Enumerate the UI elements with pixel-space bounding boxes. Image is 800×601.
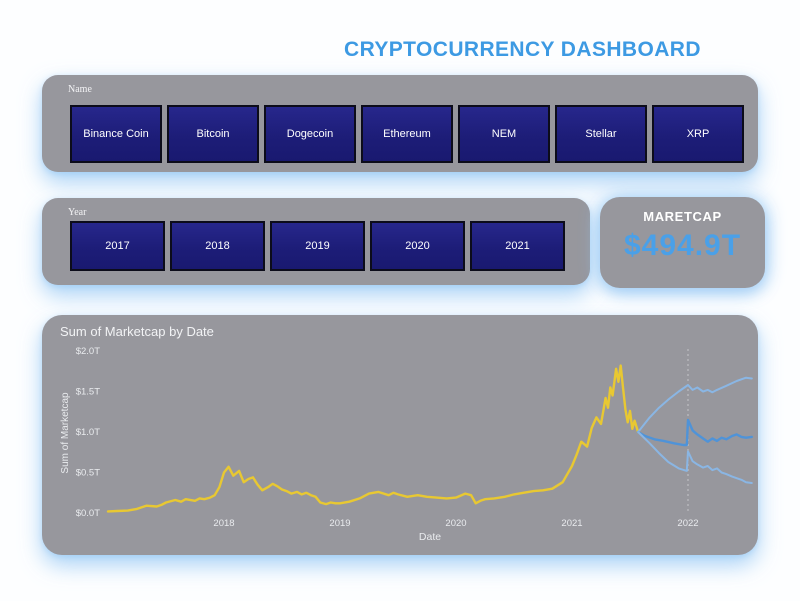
slicer-button-nem[interactable]: NEM (458, 105, 550, 163)
year-slicer-label: Year (68, 207, 87, 218)
series-forecast-lower-bound (637, 431, 753, 484)
slicer-button-2018[interactable]: 2018 (170, 221, 265, 271)
marketcap-chart-panel: Sum of Marketcap by Date $0.0T $0.5T $1.0T… (42, 315, 758, 555)
x-tick-label: 2022 (677, 518, 698, 529)
slicer-button-2017[interactable]: 2017 (70, 221, 165, 271)
series-forecast (636, 418, 753, 447)
series-forecast-upper-bound (637, 376, 753, 433)
series-sum-of-marketcap-actual- (106, 364, 640, 513)
year-slicer-panel: Year 2017 2018 2019 2020 2021 (42, 198, 590, 285)
page-title: CRYPTOCURRENCY DASHBOARD (344, 38, 701, 61)
chart-title: Sum of Marketcap by Date (60, 324, 214, 339)
slicer-button-binance-coin[interactable]: Binance Coin (70, 105, 162, 163)
slicer-button-dogecoin[interactable]: Dogecoin (264, 105, 356, 163)
slicer-button-2020[interactable]: 2020 (370, 221, 465, 271)
slicer-button-stellar[interactable]: Stellar (555, 105, 647, 163)
name-slicer-buttons: Binance Coin Bitcoin Dogecoin Ethereum N… (70, 105, 744, 163)
y-tick-label: $2.0T (76, 346, 100, 357)
name-slicer-panel: Name Binance Coin Bitcoin Dogecoin Ether… (42, 75, 758, 172)
name-slicer-label: Name (68, 84, 92, 95)
y-tick-label: $0.0T (76, 508, 100, 519)
x-axis-title: Date (419, 531, 441, 543)
x-tick-label: 2020 (445, 518, 466, 529)
slicer-button-xrp[interactable]: XRP (652, 105, 744, 163)
y-tick-label: $1.5T (76, 387, 100, 398)
marketcap-line-chart[interactable]: $0.0T $0.5T $1.0T $1.5T $2.0T 2018 2019 2020 202… (42, 315, 758, 555)
y-axis-title: Sum of Marketcap (60, 392, 71, 474)
x-tick-label: 2021 (561, 518, 582, 529)
y-tick-label: $0.5T (76, 468, 100, 479)
year-slicer-buttons: 2017 2018 2019 2020 2021 (70, 221, 565, 271)
marketcap-card-title: MARETCAP (643, 209, 722, 224)
slicer-button-ethereum[interactable]: Ethereum (361, 105, 453, 163)
x-tick-label: 2018 (213, 518, 234, 529)
slicer-button-2021[interactable]: 2021 (470, 221, 565, 271)
x-tick-label: 2019 (329, 518, 350, 529)
y-tick-label: $1.0T (76, 427, 100, 438)
marketcap-card: MARETCAP $494.9T (600, 197, 765, 288)
slicer-button-bitcoin[interactable]: Bitcoin (167, 105, 259, 163)
marketcap-card-value: $494.9T (623, 229, 742, 262)
slicer-button-2019[interactable]: 2019 (270, 221, 365, 271)
